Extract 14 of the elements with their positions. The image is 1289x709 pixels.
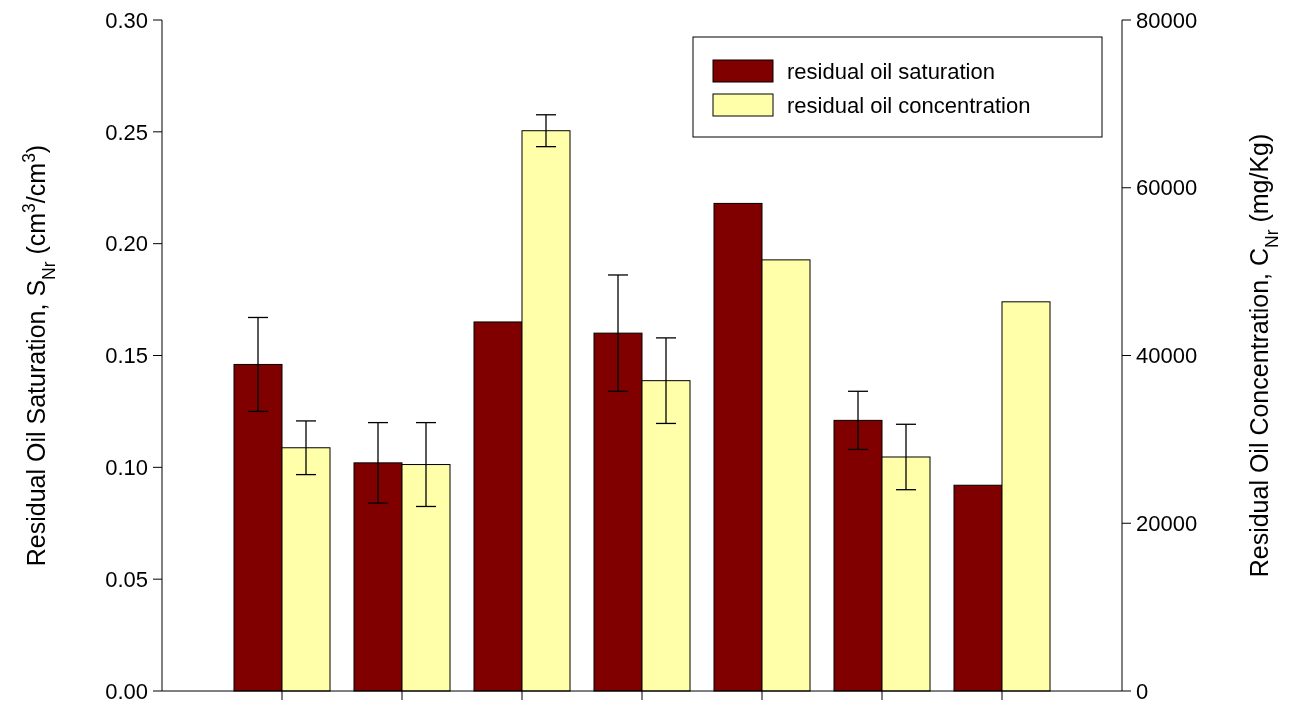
y-tick-label: 0.05 (105, 566, 148, 592)
y-tick-label: 0.25 (105, 119, 148, 145)
legend-label: residual oil saturation (787, 58, 995, 84)
y2-tick-label: 80000 (1136, 7, 1198, 33)
y2-tick-label: 0 (1136, 678, 1149, 704)
y2-tick-label: 60000 (1136, 175, 1198, 201)
y2-tick-label: 20000 (1136, 510, 1198, 536)
y-tick-label: 0.20 (105, 231, 148, 257)
y-tick-label: 0.30 (105, 7, 148, 33)
y2-tick-label: 40000 (1136, 343, 1198, 369)
y-tick-label: 0.10 (105, 455, 148, 481)
y-tick-label: 0.15 (105, 343, 148, 369)
y-tick-label: 0.00 (105, 678, 148, 704)
legend-label: residual oil concentration (787, 92, 1031, 118)
